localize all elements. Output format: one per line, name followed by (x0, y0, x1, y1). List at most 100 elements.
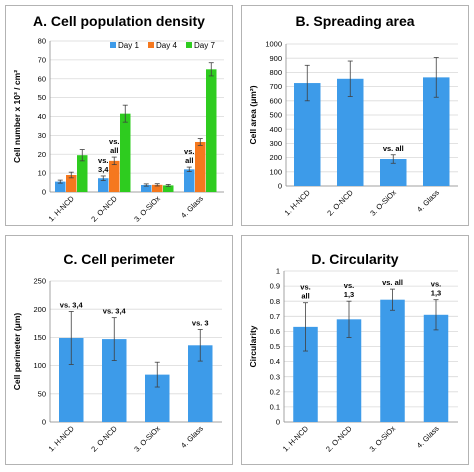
legend-label: Day 7 (194, 41, 215, 50)
y-tick-label: 0.4 (270, 357, 280, 366)
panel-d-circularity: D. Circularity 0 0.1 0.2 0.3 0.4 0.5 0.6 0.7 0.8 0… (241, 235, 469, 465)
bar (141, 185, 152, 192)
y-tick-label: 200 (269, 153, 282, 162)
legend-swatch (148, 42, 154, 48)
y-tick-label: 600 (269, 96, 282, 105)
x-tick-label: 4. Glass (179, 194, 205, 220)
legend-swatch (186, 42, 192, 48)
bar (380, 299, 405, 422)
x-tick-label: 2. O-NCD (89, 194, 119, 224)
x-tick-label: 1. H-NCD (283, 188, 313, 218)
y-tick-label: 0.8 (270, 297, 280, 306)
x-tick-label: 3. O-SiOx (368, 188, 398, 218)
y-tick-label: 400 (269, 125, 282, 134)
bar (66, 175, 77, 192)
y-tick-label: 700 (269, 82, 282, 91)
y-axis-label: Circularity (248, 325, 258, 367)
x-tick-label: 1. H-NCD (281, 424, 311, 454)
y-axis-label: Cell area (μm²) (248, 85, 258, 144)
x-tick-label: 2. O-NCD (324, 424, 354, 454)
y-tick-label: 0.2 (270, 387, 280, 396)
y-tick-label: 0.3 (270, 372, 280, 381)
y-tick-label: 40 (38, 112, 46, 121)
x-tick-label: 3. O-SiOx (368, 424, 398, 454)
y-axis-label: Cell number x 10³ / cm² (12, 70, 22, 163)
x-tick-label: 4. Glass (415, 424, 441, 450)
bar (423, 314, 449, 422)
bar (206, 69, 217, 192)
y-tick-label: 500 (269, 111, 282, 120)
bar (98, 178, 109, 192)
significance-annotation: vs. (431, 280, 441, 289)
bar (184, 169, 195, 192)
significance-annotation: vs. 3,4 (60, 300, 84, 309)
y-tick-label: 250 (33, 277, 46, 286)
x-tick-label: 4. Glass (179, 424, 205, 450)
x-tick-label: 3. O-SiOx (132, 194, 162, 224)
y-tick-label: 1000 (265, 40, 282, 49)
chart-title: C. Cell perimeter (63, 251, 175, 267)
legend-swatch (110, 42, 116, 48)
y-tick-label: 50 (38, 389, 46, 398)
bar (109, 160, 120, 192)
y-tick-label: 200 (33, 305, 46, 314)
significance-annotation: 1,3 (431, 289, 441, 298)
y-tick-label: 0.6 (270, 327, 280, 336)
y-tick-label: 900 (269, 54, 282, 63)
y-tick-label: 10 (38, 169, 46, 178)
y-tick-label: 20 (38, 150, 46, 159)
significance-annotation: vs. 3 (192, 319, 209, 328)
significance-annotation: vs. all (382, 278, 403, 287)
significance-annotation: vs. (344, 281, 354, 290)
y-tick-label: 0.7 (270, 312, 280, 321)
significance-annotation: vs. (184, 147, 194, 156)
significance-annotation: vs. (98, 156, 108, 165)
x-tick-label: 1. H-NCD (47, 424, 77, 454)
y-tick-label: 1 (276, 267, 280, 276)
significance-annotation: vs. (109, 137, 119, 146)
y-tick-label: 80 (38, 37, 46, 46)
y-tick-label: 0.9 (270, 282, 280, 291)
chart-a: A. Cell population density 0 10 20 30 40 50 60 7… (12, 13, 224, 224)
chart-title: A. Cell population density (33, 13, 205, 29)
chart-title: D. Circularity (311, 251, 398, 267)
y-tick-label: 0 (278, 182, 282, 191)
y-tick-label: 30 (38, 131, 46, 140)
bar (120, 113, 131, 192)
y-tick-label: 0 (42, 418, 46, 427)
x-tick-label: 2. O-NCD (89, 424, 119, 454)
y-tick-label: 300 (269, 139, 282, 148)
significance-annotation: all (185, 156, 193, 165)
y-tick-label: 100 (269, 167, 282, 176)
chart-c: C. Cell perimeter 0 50 100 150 200 250 Cell per… (12, 251, 222, 454)
y-tick-label: 0.1 (270, 403, 280, 412)
panel-b-spreading-area: B. Spreading area 0 100 200 300 400 500 600 700 8… (241, 5, 469, 226)
y-tick-label: 50 (38, 93, 46, 102)
x-tick-label: 4. Glass (415, 188, 441, 214)
legend-label: Day 4 (156, 41, 177, 50)
panel-a-cell-population-density: A. Cell population density 0 10 20 30 40 50 60 7… (5, 5, 233, 226)
significance-annotation: all (110, 146, 118, 155)
y-tick-label: 150 (33, 333, 46, 342)
y-tick-label: 0 (42, 188, 46, 197)
y-tick-label: 0 (276, 418, 280, 427)
x-tick-label: 1. H-NCD (47, 194, 77, 224)
panel-c-cell-perimeter: C. Cell perimeter 0 50 100 150 200 250 Cell per… (5, 235, 233, 465)
y-tick-label: 800 (269, 68, 282, 77)
significance-annotation: vs. 3,4 (103, 307, 127, 316)
bar (77, 155, 88, 192)
chart-title: B. Spreading area (295, 13, 414, 29)
x-tick-label: 3. O-SiOx (132, 424, 162, 454)
bar (55, 181, 66, 192)
significance-annotation: 1,3 (344, 290, 354, 299)
y-tick-label: 70 (38, 55, 46, 64)
significance-annotation: vs. all (383, 144, 404, 153)
bar (163, 185, 174, 192)
significance-annotation: vs. (300, 283, 310, 292)
x-tick-label: 2. O-NCD (325, 188, 355, 218)
significance-annotation: all (301, 292, 309, 301)
bar (152, 184, 163, 192)
legend-label: Day 1 (118, 41, 139, 50)
chart-d: D. Circularity 0 0.1 0.2 0.3 0.4 0.5 0.6 0.7 0.8 0… (248, 251, 458, 454)
bar (195, 141, 206, 192)
